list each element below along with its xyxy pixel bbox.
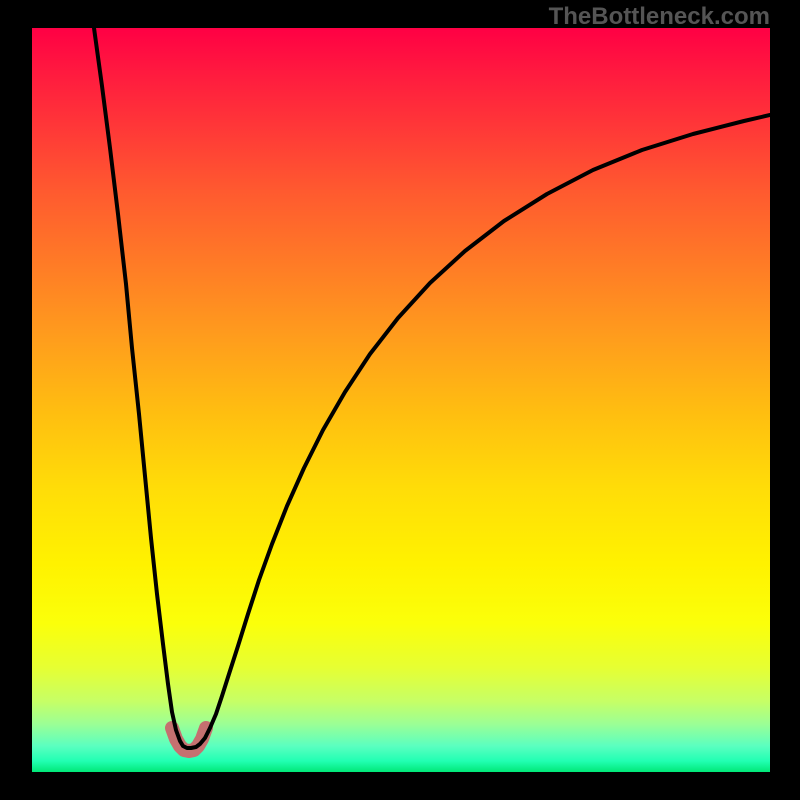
- plot-area: [32, 28, 770, 772]
- bottleneck-curve: [94, 28, 770, 748]
- chart-frame: TheBottleneck.com: [0, 0, 800, 800]
- curve-layer: [32, 28, 770, 772]
- watermark-text: TheBottleneck.com: [549, 3, 770, 31]
